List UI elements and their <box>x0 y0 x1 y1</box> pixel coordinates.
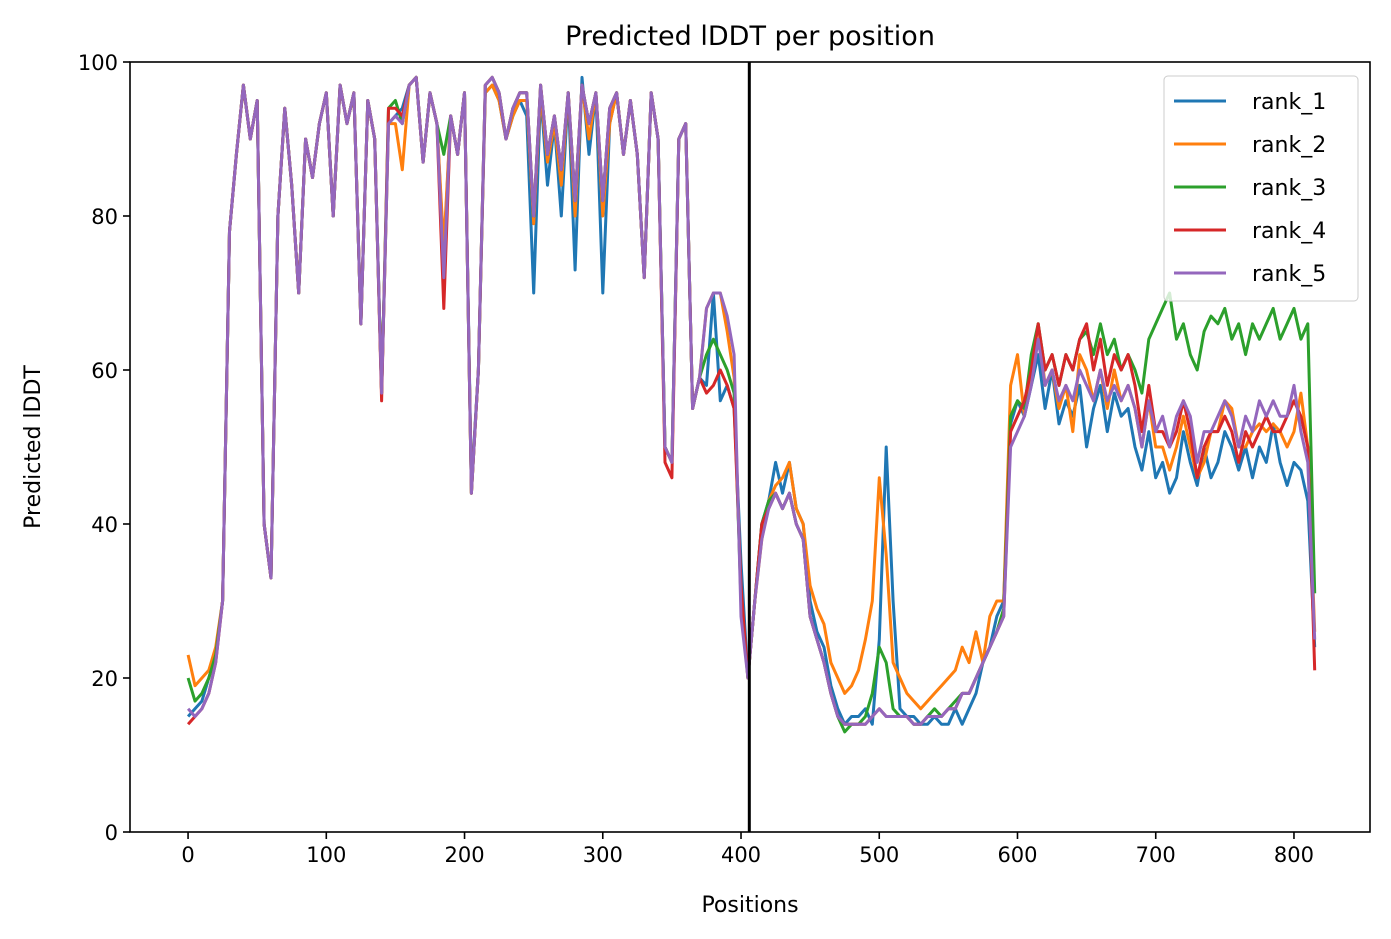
series-line-rank-5 <box>186 75 1317 726</box>
y-tick-label: 0 <box>105 821 118 845</box>
y-axis-label: Predicted lDDT <box>21 365 46 529</box>
y-tick-label: 60 <box>91 359 118 383</box>
x-axis: 0 100 200 300 400 500 600 700 800 <box>181 832 1314 867</box>
x-tick-label: 100 <box>306 843 346 867</box>
x-tick-label: 600 <box>997 843 1037 867</box>
y-axis: 0 20 40 60 80 100 <box>78 51 130 845</box>
y-tick-label: 80 <box>91 205 118 229</box>
x-tick-label: 800 <box>1274 843 1314 867</box>
y-tick-label: 40 <box>91 513 118 537</box>
x-tick-label: 300 <box>583 843 623 867</box>
plot-frame <box>129 61 1371 833</box>
y-tick-label: 20 <box>91 667 118 691</box>
legend-label-rank-1: rank_1 <box>1252 90 1326 115</box>
x-tick-label: 200 <box>444 843 484 867</box>
legend-label-rank-3: rank_3 <box>1252 176 1326 201</box>
y-tick-label: 100 <box>78 51 118 75</box>
x-tick-label: 500 <box>859 843 899 867</box>
plot-lines <box>186 75 1317 734</box>
chart-title: Predicted lDDT per position <box>565 21 935 52</box>
legend: rank_1 rank_2 rank_3 rank_4 rank_5 <box>1163 75 1359 302</box>
x-tick-label: 0 <box>181 843 194 867</box>
legend-label-rank-5: rank_5 <box>1252 262 1326 287</box>
x-tick-label: 400 <box>721 843 761 867</box>
legend-label-rank-4: rank_4 <box>1252 219 1326 244</box>
x-axis-label: Positions <box>701 893 798 918</box>
x-tick-label: 700 <box>1136 843 1176 867</box>
legend-label-rank-2: rank_2 <box>1252 133 1326 158</box>
legend-box <box>1163 75 1359 302</box>
